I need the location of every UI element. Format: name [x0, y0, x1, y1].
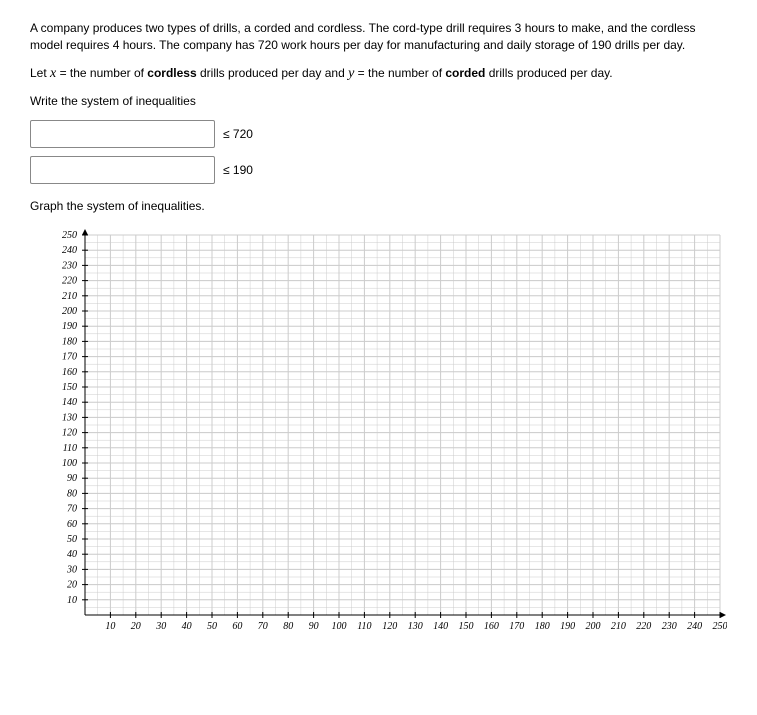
instruction-graph: Graph the system of inequalities.	[30, 198, 727, 215]
svg-text:40: 40	[67, 549, 77, 560]
let-mid3: = the number of	[354, 66, 445, 80]
svg-text:230: 230	[62, 260, 77, 271]
problem-text-1: A company produces two types of drills, …	[30, 20, 727, 54]
svg-text:160: 160	[484, 621, 499, 632]
svg-text:90: 90	[309, 621, 319, 632]
svg-text:110: 110	[357, 621, 371, 632]
svg-text:190: 190	[560, 621, 575, 632]
svg-text:250: 250	[713, 621, 728, 632]
bold-corded: corded	[445, 66, 485, 80]
svg-text:40: 40	[182, 621, 192, 632]
inequality-row-1: ≤ 720	[30, 120, 727, 148]
svg-text:70: 70	[258, 621, 268, 632]
svg-text:170: 170	[509, 621, 524, 632]
svg-text:130: 130	[408, 621, 423, 632]
svg-text:220: 220	[62, 275, 77, 286]
let-prefix: Let	[30, 66, 50, 80]
svg-text:20: 20	[131, 621, 141, 632]
svg-text:80: 80	[283, 621, 293, 632]
svg-text:30: 30	[66, 564, 77, 575]
svg-text:150: 150	[62, 382, 77, 393]
svg-text:80: 80	[67, 488, 77, 499]
svg-text:60: 60	[232, 621, 242, 632]
svg-text:10: 10	[105, 621, 115, 632]
svg-text:10: 10	[67, 595, 77, 606]
svg-text:180: 180	[62, 336, 77, 347]
svg-text:30: 30	[155, 621, 166, 632]
graph-grid[interactable]: 10 20 30 40 50 60 70 80 90 100 110 120 130 140 150 160 1…	[30, 225, 727, 635]
svg-text:200: 200	[586, 621, 601, 632]
svg-text:160: 160	[62, 367, 77, 378]
graph-grid-container: 10 20 30 40 50 60 70 80 90 100 110 120 130 140 150 160 1…	[30, 225, 727, 635]
svg-text:180: 180	[535, 621, 550, 632]
inequality-input-1[interactable]	[30, 120, 215, 148]
let-mid1: = the number of	[56, 66, 147, 80]
svg-text:150: 150	[459, 621, 474, 632]
svg-text:90: 90	[67, 473, 77, 484]
svg-text:210: 210	[611, 621, 626, 632]
svg-text:120: 120	[62, 427, 77, 438]
let-mid2: drills produced per day and	[197, 66, 348, 80]
svg-text:170: 170	[62, 351, 77, 362]
inequality-row-2: ≤ 190	[30, 156, 727, 184]
svg-text:240: 240	[687, 621, 702, 632]
svg-text:100: 100	[62, 458, 77, 469]
svg-text:110: 110	[63, 443, 77, 454]
inequality-input-2[interactable]	[30, 156, 215, 184]
instruction-write: Write the system of inequalities	[30, 93, 727, 110]
svg-text:130: 130	[62, 412, 77, 423]
svg-text:50: 50	[207, 621, 217, 632]
svg-text:20: 20	[67, 579, 77, 590]
svg-text:230: 230	[662, 621, 677, 632]
svg-text:50: 50	[67, 534, 77, 545]
svg-text:200: 200	[62, 306, 77, 317]
svg-text:190: 190	[62, 321, 77, 332]
problem-let-line: Let x = the number of cordless drills pr…	[30, 64, 727, 84]
svg-text:60: 60	[67, 519, 77, 530]
bold-cordless: cordless	[147, 66, 196, 80]
svg-text:120: 120	[382, 621, 397, 632]
svg-text:70: 70	[67, 503, 77, 514]
svg-text:220: 220	[636, 621, 651, 632]
svg-text:140: 140	[433, 621, 448, 632]
svg-text:250: 250	[62, 230, 77, 241]
svg-text:100: 100	[332, 621, 347, 632]
inequality-label-1: ≤ 720	[223, 127, 253, 141]
inequality-label-2: ≤ 190	[223, 163, 253, 177]
svg-text:140: 140	[62, 397, 77, 408]
svg-text:210: 210	[62, 291, 77, 302]
let-mid4: drills produced per day.	[485, 66, 612, 80]
svg-text:240: 240	[62, 245, 77, 256]
